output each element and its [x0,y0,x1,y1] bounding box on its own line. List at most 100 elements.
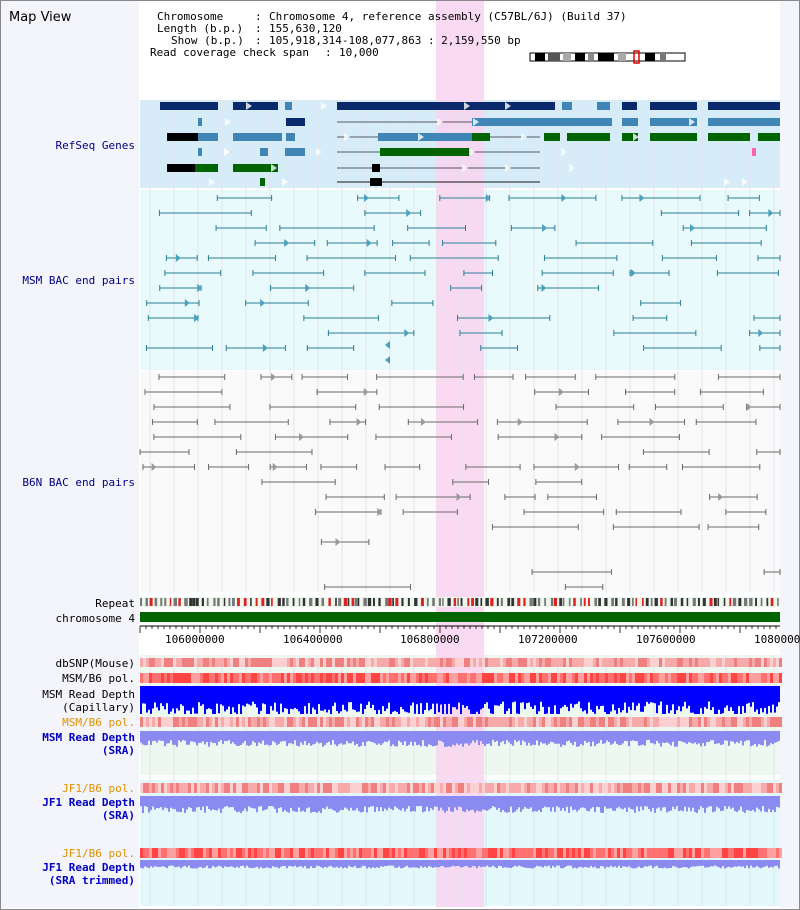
jf1-b6-pol-2-cell [170,848,173,858]
track-label-msm-b6-pol-2[interactable]: MSM/B6 pol. [62,716,135,729]
msm-b6-pol-cell [632,673,635,683]
jf1-b6-pol-2-cell [362,848,365,858]
msm-b6-pol-cell [527,673,530,683]
jf1-sra-depth-bar [776,796,778,807]
jf1-b6-pol-2-cell [395,848,398,858]
jf1-b6-pol-cell [257,783,260,793]
jf1-b6-pol-cell [602,783,605,793]
track-label-jf1-depth-sra[interactable]: JF1 Read Depth (SRA) [42,796,135,822]
dbsnp-density-cell [146,658,149,667]
jf1-sra-depth-bar [200,796,202,811]
jf1-b6-pol-2-cell [209,848,212,858]
jf1-b6-pol-2-cell [524,848,527,858]
msm-b6-pol-2-cell [302,717,305,727]
repeat-element [568,598,571,606]
msm-sra-depth-bar [688,731,690,743]
jf1-sra-depth-bar [686,796,688,812]
jf1-trimmed-depth-bar [310,860,312,867]
dbsnp-density-cell [527,658,530,667]
track-label-chromosome[interactable]: chromosome 4 [55,612,135,625]
jf1-trimmed-depth-bar [470,860,472,868]
msm-capillary-depth-bar [320,686,322,711]
jf1-b6-pol-2-cell [761,848,764,858]
jf1-sra-depth-bar [650,796,652,812]
track-label-msm-depth-sra[interactable]: MSM Read Depth (SRA) [42,731,135,757]
msm-b6-pol-2-cell [170,717,173,727]
msm-b6-pol-2-cell [323,717,326,727]
track-label-jf1-b6-pol[interactable]: JF1/B6 pol. [62,782,135,795]
repeat-element [729,598,732,606]
msm-capillary-depth-bar [276,686,278,712]
jf1-trimmed-depth-bar [714,860,716,866]
msm-capillary-depth-bar [312,686,314,708]
msm-capillary-depth-bar [520,686,522,703]
jf1-sra-depth-bar [276,796,278,813]
msm-capillary-depth-bar [512,686,514,703]
msm-sra-depth-bar [200,731,202,743]
jf1-trimmed-depth-bar [570,860,572,866]
jf1-trimmed-depth-bar [774,860,776,866]
msm-capillary-depth-bar [308,686,310,704]
jf1-b6-pol-cell [596,783,599,793]
track-label-msm-bac[interactable]: MSM BAC end pairs [22,274,135,287]
msm-capillary-depth-bar [364,686,366,709]
jf1-trimmed-depth-bar [544,860,546,866]
dbsnp-density-cell [389,658,392,667]
msm-b6-pol-2-cell [683,717,686,727]
msm-capillary-depth-bar [556,686,558,714]
dbsnp-density-cell [659,658,662,667]
track-label-b6n-bac[interactable]: B6N BAC end pairs [22,476,135,489]
jf1-b6-pol-2-cell [530,848,533,858]
track-label-repeat[interactable]: Repeat [95,597,135,610]
jf1-trimmed-depth-bar [232,860,234,867]
jf1-b6-pol-cell [692,783,695,793]
jf1-b6-pol-cell [260,783,263,793]
msm-sra-depth-bar [630,731,632,741]
msm-b6-pol-2-cell [365,717,368,727]
track-label-msm-b6-pol[interactable]: MSM/B6 pol. [62,672,135,685]
msm-b6-pol-cell [560,673,563,683]
msm-capillary-depth-bar [692,686,694,713]
jf1-b6-pol-2-cell [203,848,206,858]
track-label-jf1-b6-pol-2[interactable]: JF1/B6 pol. [62,847,135,860]
msm-b6-pol-cell [359,673,362,683]
msm-sra-depth-bar [148,731,150,741]
track-label-dbsnp[interactable]: dbSNP(Mouse) [55,657,135,670]
msm-capillary-depth-bar [620,686,622,713]
jf1-b6-pol-cell [551,783,554,793]
jf1-trimmed-depth-bar [504,860,506,868]
strand-arrow-glyph [437,118,443,126]
msm-b6-pol-cell [347,673,350,683]
msm-capillary-depth-bar [776,686,778,707]
msm-capillary-depth-bar [456,686,458,710]
msm-b6-pol-cell [722,673,725,683]
msm-b6-pol-2-cell [215,717,218,727]
jf1-trimmed-depth-bar [756,860,758,866]
jf1-trimmed-depth-bar [562,860,564,869]
msm-b6-pol-cell [686,673,689,683]
jf1-b6-pol-2-cell [407,848,410,858]
track-label-jf1-depth-trim[interactable]: JF1 Read Depth (SRA trimmed) [42,861,135,887]
track-label-msm-depth-cap[interactable]: MSM Read Depth (Capillary) [42,688,135,714]
msm-b6-pol-2-cell [413,717,416,727]
msm-sra-depth-bar [348,731,350,744]
msm-capillary-depth-bar [144,686,146,704]
msm-capillary-depth-bar [172,686,174,709]
msm-capillary-depth-bar [166,686,168,704]
jf1-b6-pol-cell [293,783,296,793]
track-label-refseq[interactable]: RefSeq Genes [55,139,135,152]
jf1-sra-depth-bar [274,796,276,809]
msm-b6-pol-2-cell [749,717,752,727]
bac-end-arrow [260,299,266,307]
jf1-b6-pol-cell [266,783,269,793]
dbsnp-density-cell [740,658,743,667]
repeat-element [286,598,289,606]
jf1-b6-pol-2-cell [398,848,401,858]
jf1-trimmed-depth-bar [170,860,172,866]
msm-b6-pol-cell [257,673,260,683]
jf1-b6-pol-2-cell [146,848,149,858]
jf1-trimmed-depth-bar [166,860,168,869]
jf1-b6-pol-2-cell [677,848,680,858]
jf1-b6-pol-cell [707,783,710,793]
